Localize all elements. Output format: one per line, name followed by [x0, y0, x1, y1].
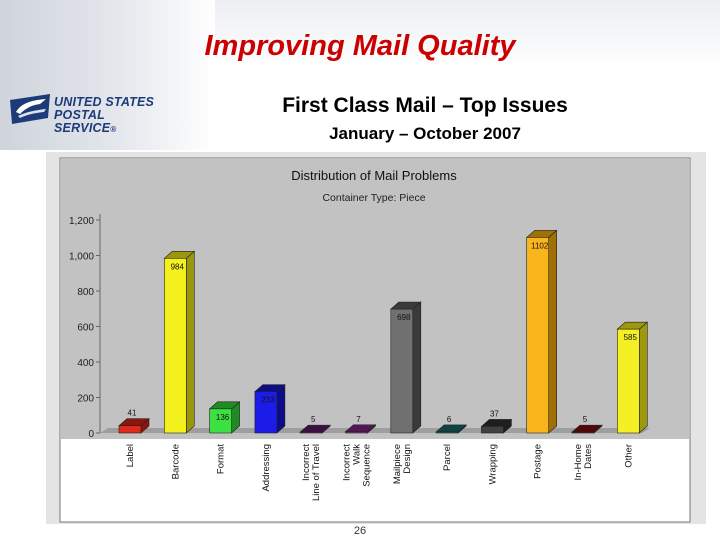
x-category-label: Addressing — [261, 444, 272, 492]
bar — [299, 431, 323, 434]
logo-line-2: POSTAL SERVICE® — [54, 109, 160, 136]
y-tick-label: 1,200 — [69, 216, 94, 227]
bar — [390, 308, 414, 434]
bar — [118, 425, 142, 434]
eagle-icon — [10, 94, 50, 124]
usps-logo: UNITED STATES POSTAL SERVICE® — [10, 94, 160, 135]
registered-mark: ® — [110, 125, 117, 134]
bar-side — [412, 301, 422, 434]
plot-floor — [100, 428, 650, 433]
bar-value-label: 1102 — [531, 241, 549, 250]
bar-side — [276, 383, 286, 434]
x-category-label: Walk — [352, 444, 363, 465]
bar — [435, 431, 459, 434]
x-category-label: Line of Travel — [311, 444, 322, 501]
chart-title: Distribution of Mail Problems — [291, 168, 457, 183]
x-category-label: Barcode — [170, 444, 181, 479]
y-axis-ticks: 0 200 400 600 800 1,000 1,200 — [69, 216, 100, 440]
bar-value-label: 585 — [624, 333, 638, 342]
y-tick-label: 1,000 — [69, 252, 94, 263]
bar-side — [186, 250, 195, 434]
logo-line-1: UNITED STATES — [54, 95, 155, 109]
bar-side — [638, 321, 648, 434]
bar-value-label: 5 — [583, 415, 588, 424]
y-tick-label: 600 — [77, 323, 94, 334]
page-number: 26 — [353, 525, 367, 537]
y-tick-label: 200 — [77, 394, 94, 405]
x-category-label: Label — [125, 444, 136, 467]
x-category-label: Design — [402, 444, 413, 474]
bar — [571, 431, 595, 434]
y-tick-label: 400 — [77, 358, 94, 369]
bar-value-label: 7 — [356, 415, 361, 424]
x-category-label: Postage — [533, 444, 544, 479]
x-category-label: Dates — [583, 444, 594, 469]
x-category-label: Mailpiece — [392, 444, 403, 484]
bars: 41 984 136 233 5 7 698 6 37 1102 5 585 — [118, 229, 649, 434]
bar — [345, 431, 368, 434]
bar-value-label: 41 — [128, 409, 137, 418]
x-category-label: Format — [216, 444, 227, 474]
bar — [164, 258, 187, 434]
bar-value-label: 136 — [216, 413, 230, 422]
bar-value-label: 5 — [311, 415, 316, 424]
bar-value-label: 6 — [447, 415, 452, 424]
bar-value-label: 698 — [397, 313, 411, 322]
x-category-label: Other — [623, 444, 634, 468]
y-tick-label: 800 — [77, 287, 94, 298]
category-band — [61, 439, 689, 521]
y-tick-label: 0 — [88, 429, 94, 440]
slide-period: January – October 2007 — [329, 124, 521, 143]
bar-value-label: 984 — [171, 262, 185, 271]
bar — [481, 426, 504, 434]
x-category-label: Parcel — [442, 444, 453, 471]
slide-title: Improving Mail Quality — [204, 30, 516, 62]
x-category-label: Sequence — [362, 444, 373, 487]
bar-chart: Distribution of Mail Problems Container … — [46, 152, 706, 524]
chart-subtitle: Container Type: Piece — [322, 192, 425, 204]
bar — [616, 328, 640, 434]
logo-line-2-text: POSTAL SERVICE — [54, 108, 111, 135]
x-category-label: Incorrect — [301, 444, 312, 481]
bar-side — [548, 229, 558, 434]
x-axis-labels: Label Barcode Format Addressing Incorrect Lin… — [125, 444, 634, 501]
slide-subtitle: First Class Mail – Top Issues — [282, 94, 568, 117]
usps-wordmark: UNITED STATES POSTAL SERVICE® — [54, 96, 160, 136]
bar — [209, 408, 232, 434]
bar — [526, 237, 550, 434]
x-category-label: Wrapping — [487, 444, 498, 485]
bar-value-label: 233 — [261, 396, 275, 405]
chart-container: Distribution of Mail Problems Container … — [46, 152, 706, 524]
x-category-label: Incorrect — [342, 444, 353, 481]
header-side-background — [0, 0, 215, 150]
bar-value-label: 37 — [490, 409, 499, 418]
bar — [254, 391, 278, 434]
x-category-label: In-Home — [573, 444, 584, 480]
